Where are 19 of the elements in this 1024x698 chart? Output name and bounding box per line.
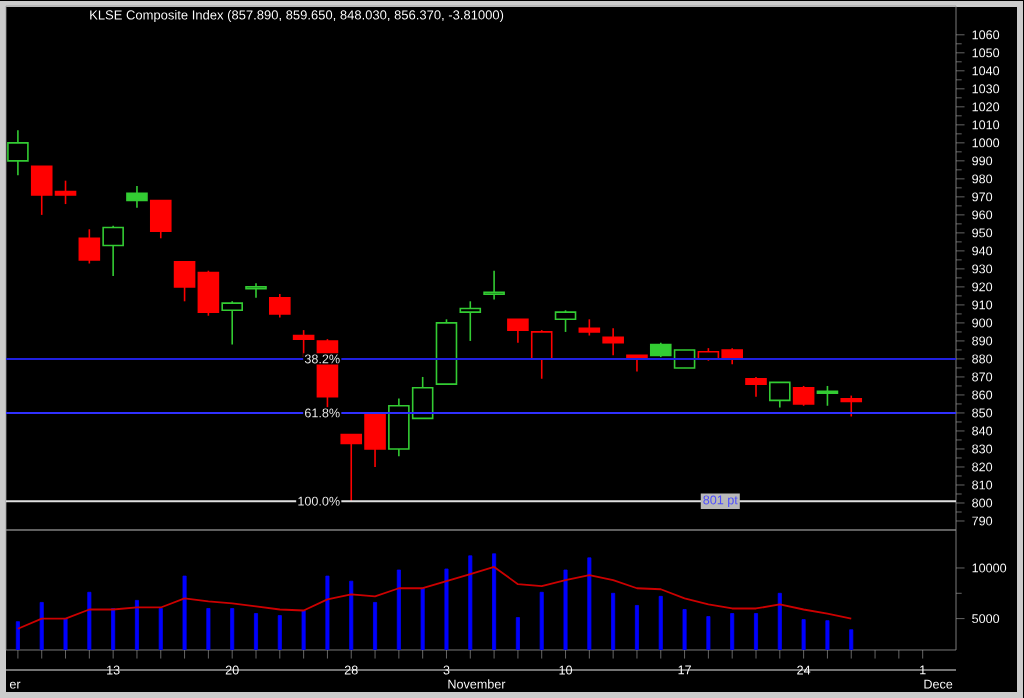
candlestick — [459, 300, 482, 342]
candlestick — [245, 282, 267, 299]
candlestick — [769, 381, 791, 409]
candlestick — [792, 385, 815, 407]
candlestick — [269, 293, 291, 319]
candlestick — [7, 129, 29, 177]
candlestick — [102, 224, 124, 277]
candlestick — [554, 309, 577, 333]
candlestick — [78, 228, 101, 265]
candlestick — [530, 329, 553, 380]
candlestick — [507, 318, 529, 344]
candlestick — [221, 300, 243, 346]
candlestick — [745, 376, 767, 398]
candlestick — [483, 269, 505, 301]
candlestick — [149, 199, 172, 240]
candlestick — [126, 185, 148, 209]
candlestick — [840, 394, 863, 418]
candlestick — [602, 327, 624, 357]
candlestick — [292, 329, 315, 358]
